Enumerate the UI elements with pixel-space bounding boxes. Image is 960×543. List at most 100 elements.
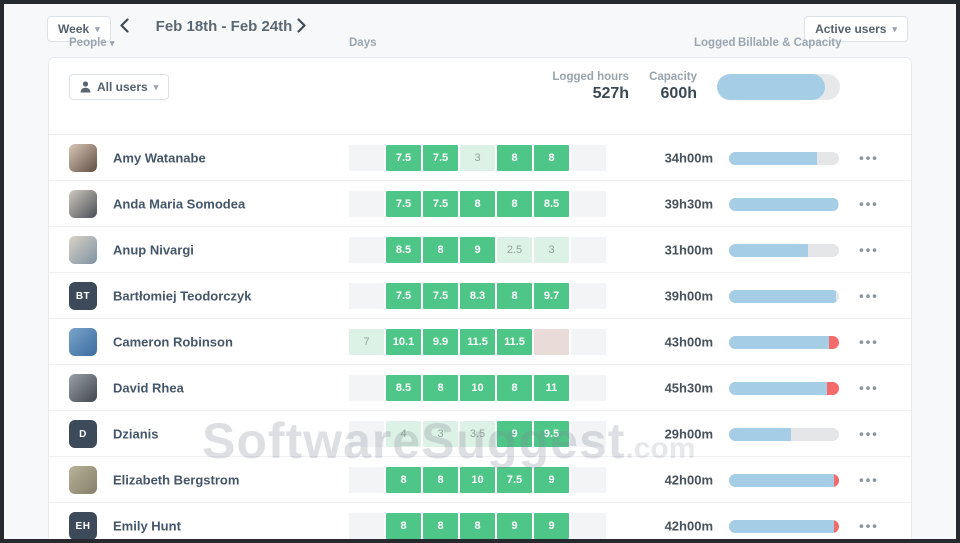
day-cell[interactable]: 2.5 xyxy=(497,236,532,263)
day-cell[interactable]: 7.5 xyxy=(423,144,458,171)
day-cell[interactable]: 9.9 xyxy=(423,328,458,355)
day-cell[interactable]: 3 xyxy=(460,144,495,171)
next-week-button[interactable] xyxy=(297,18,311,34)
capacity-bar xyxy=(729,336,839,349)
day-cell[interactable]: 8 xyxy=(386,512,421,539)
date-range-label: Feb 18th - Feb 24th xyxy=(155,18,293,35)
person-name[interactable]: Emily Hunt xyxy=(113,518,181,533)
person-name[interactable]: David Rhea xyxy=(113,380,184,395)
day-cell[interactable]: 9 xyxy=(534,512,569,539)
row-menu-button[interactable]: ••• xyxy=(859,196,879,211)
day-cell[interactable] xyxy=(571,466,606,493)
day-cell[interactable]: 8 xyxy=(386,466,421,493)
row-menu-button[interactable]: ••• xyxy=(859,334,879,349)
row-menu-button[interactable]: ••• xyxy=(859,242,879,257)
day-cell[interactable] xyxy=(571,374,606,401)
day-cell[interactable]: 11.5 xyxy=(460,328,495,355)
day-cell[interactable]: 10.1 xyxy=(386,328,421,355)
day-cell[interactable] xyxy=(571,282,606,309)
day-cell[interactable]: 8.3 xyxy=(460,282,495,309)
day-cell[interactable]: 8.5 xyxy=(386,374,421,401)
row-menu-button[interactable]: ••• xyxy=(859,426,879,441)
day-cell[interactable]: 3.5 xyxy=(460,420,495,447)
day-cells: 8.5 8 10 8 11 xyxy=(349,374,606,401)
day-cell[interactable]: 7.5 xyxy=(386,282,421,309)
previous-week-button[interactable] xyxy=(119,18,133,34)
day-cell[interactable]: 8 xyxy=(423,236,458,263)
week-period-dropdown[interactable]: Week ▾ xyxy=(47,16,111,42)
capacity-bar xyxy=(729,520,839,533)
day-cell[interactable]: 7.5 xyxy=(386,144,421,171)
logged-hours-value: 527h xyxy=(592,85,630,102)
day-cell[interactable]: 7.5 xyxy=(423,282,458,309)
day-cell[interactable]: 8 xyxy=(460,190,495,217)
row-menu-button[interactable]: ••• xyxy=(859,288,879,303)
person-name[interactable]: Dzianis xyxy=(113,426,159,441)
day-cell[interactable]: 9.7 xyxy=(534,282,569,309)
day-cell[interactable] xyxy=(349,190,384,217)
day-cell[interactable] xyxy=(349,512,384,539)
day-cell[interactable]: 8 xyxy=(423,466,458,493)
day-cell[interactable]: 8.5 xyxy=(386,236,421,263)
person-name[interactable]: Amy Watanabe xyxy=(113,150,206,165)
day-cell[interactable]: 8 xyxy=(497,374,532,401)
day-cell[interactable]: 4 xyxy=(386,420,421,447)
day-cell[interactable] xyxy=(571,328,606,355)
day-cell[interactable]: 7.5 xyxy=(497,466,532,493)
day-cell[interactable] xyxy=(349,144,384,171)
day-cell[interactable]: 11 xyxy=(534,374,569,401)
day-cell[interactable] xyxy=(571,420,606,447)
day-cell[interactable]: 8 xyxy=(423,374,458,401)
day-cell[interactable] xyxy=(571,512,606,539)
person-name[interactable]: Elizabeth Bergstrom xyxy=(113,472,240,487)
row-menu-button[interactable]: ••• xyxy=(859,518,879,533)
day-cell[interactable]: 10 xyxy=(460,466,495,493)
logged-time: 31h00m xyxy=(664,242,713,257)
active-users-dropdown[interactable]: Active users ▾ xyxy=(804,16,908,42)
day-cell[interactable]: 9.5 xyxy=(534,420,569,447)
day-cell[interactable] xyxy=(571,236,606,263)
day-cell[interactable]: 9 xyxy=(534,466,569,493)
day-cell[interactable]: 3 xyxy=(534,236,569,263)
day-cell[interactable]: 11.5 xyxy=(497,328,532,355)
capacity-bar-over-fill xyxy=(829,336,839,349)
row-menu-button[interactable]: ••• xyxy=(859,380,879,395)
day-cell[interactable] xyxy=(349,236,384,263)
table-row: EH Emily Hunt 8 8 8 9 9 42h00m ••• xyxy=(49,503,911,539)
row-menu-button[interactable]: ••• xyxy=(859,472,879,487)
all-users-filter-dropdown[interactable]: All users ▾ xyxy=(69,74,170,100)
people-rows: Amy Watanabe 7.5 7.5 3 8 8 34h00m ••• Anda Maria… xyxy=(49,135,911,539)
day-cell[interactable] xyxy=(349,420,384,447)
day-cell[interactable] xyxy=(349,466,384,493)
day-cell[interactable]: 8 xyxy=(497,282,532,309)
avatar: D xyxy=(69,420,97,448)
day-cell[interactable] xyxy=(349,282,384,309)
person-name[interactable]: Anup Nivargi xyxy=(113,242,194,257)
day-cell[interactable]: 7 xyxy=(349,328,384,355)
person-name[interactable]: Cameron Robinson xyxy=(113,334,233,349)
table-row: Elizabeth Bergstrom 8 8 10 7.5 9 42h00m ••• xyxy=(49,457,911,503)
day-cell[interactable]: 7.5 xyxy=(386,190,421,217)
day-cell[interactable]: 8 xyxy=(497,190,532,217)
day-cell[interactable]: 8 xyxy=(423,512,458,539)
day-cell[interactable]: 9 xyxy=(497,512,532,539)
total-capacity-bar-fill xyxy=(717,74,826,100)
day-cell[interactable]: 8 xyxy=(460,512,495,539)
day-cell[interactable] xyxy=(571,144,606,171)
day-cell[interactable]: 8 xyxy=(534,144,569,171)
day-cell[interactable]: 9 xyxy=(497,420,532,447)
day-cell[interactable] xyxy=(571,190,606,217)
day-cell[interactable]: 9 xyxy=(460,236,495,263)
day-cell[interactable]: 10 xyxy=(460,374,495,401)
day-cell[interactable]: 3 xyxy=(423,420,458,447)
person-name[interactable]: Bartłomiej Teodorczyk xyxy=(113,288,252,303)
day-cell[interactable]: 7.5 xyxy=(423,190,458,217)
row-menu-button[interactable]: ••• xyxy=(859,150,879,165)
person-name[interactable]: Anda Maria Somodea xyxy=(113,196,246,211)
column-header-people[interactable]: People ▾ xyxy=(69,37,115,49)
day-cell[interactable] xyxy=(534,328,569,355)
day-cell[interactable]: 8.5 xyxy=(534,190,569,217)
day-cell[interactable]: 8 xyxy=(497,144,532,171)
chevron-down-icon: ▾ xyxy=(95,23,100,34)
day-cell[interactable] xyxy=(349,374,384,401)
